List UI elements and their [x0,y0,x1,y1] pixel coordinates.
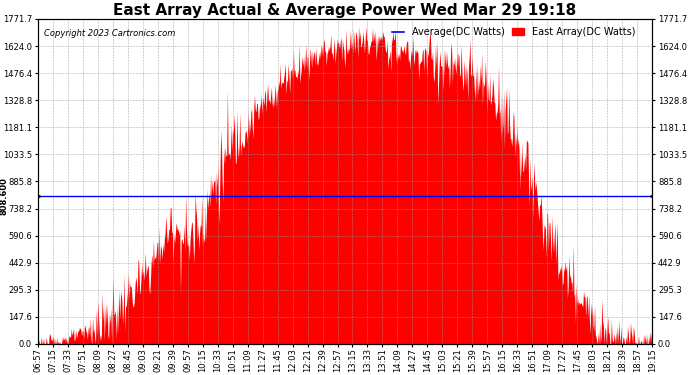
Legend: Average(DC Watts), East Array(DC Watts): Average(DC Watts), East Array(DC Watts) [392,27,635,37]
Text: Copyright 2023 Cartronics.com: Copyright 2023 Cartronics.com [43,29,175,38]
Text: 808.600: 808.600 [0,177,8,214]
Title: East Array Actual & Average Power Wed Mar 29 19:18: East Array Actual & Average Power Wed Ma… [113,3,577,18]
